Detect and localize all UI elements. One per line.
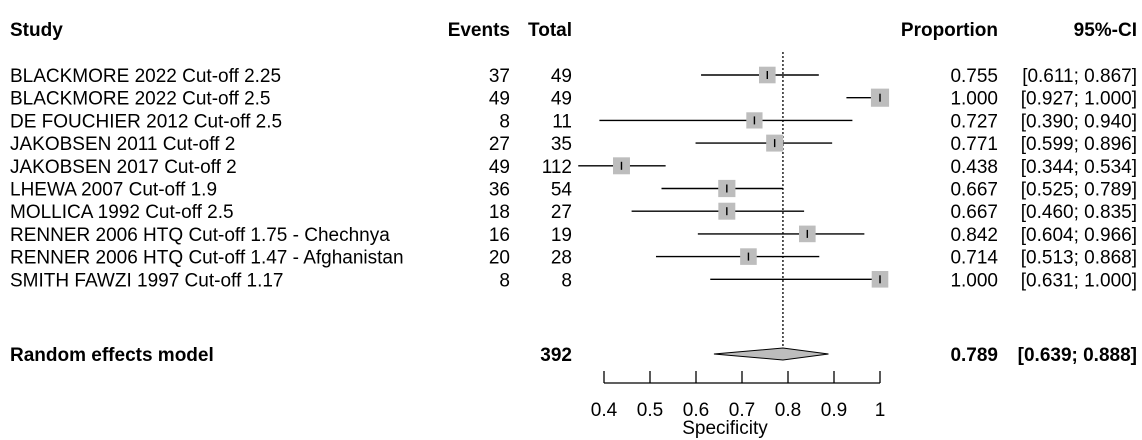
study-total: 27: [551, 202, 572, 223]
study-ci: [0.604; 0.966]: [1021, 225, 1137, 246]
study-name: JAKOBSEN 2011 Cut-off 2: [10, 134, 235, 155]
plot-marks: [578, 66, 890, 361]
study-events: 27: [489, 134, 510, 155]
study-total: 35: [551, 134, 572, 155]
study-ci: [0.611; 0.867]: [1022, 66, 1137, 87]
header-study: Study: [10, 20, 63, 41]
header-proportion: Proportion: [901, 20, 998, 41]
study-ci: [0.525; 0.789]: [1021, 180, 1137, 201]
summary-total: 392: [540, 345, 572, 366]
study-events: 49: [489, 157, 510, 178]
study-ci: [0.460; 0.835]: [1021, 202, 1137, 223]
study-ci: [0.513; 0.868]: [1021, 248, 1137, 269]
study-events: 8: [499, 111, 510, 132]
study-total: 49: [551, 66, 572, 87]
study-total: 19: [551, 225, 572, 246]
x-tick-label: 0.9: [821, 400, 847, 421]
x-tick-label: 1: [875, 400, 886, 421]
study-proportion: 0.667: [950, 202, 998, 223]
study-events: 16: [489, 225, 510, 246]
study-ci: [0.927; 1.000]: [1021, 89, 1137, 110]
study-proportion: 1.000: [950, 270, 998, 291]
x-tick-label: 0.5: [637, 400, 663, 421]
study-events: 37: [489, 66, 510, 87]
x-tick-label: 0.6: [683, 400, 709, 421]
x-tick-label: 0.8: [775, 400, 801, 421]
study-events: 49: [489, 89, 510, 110]
study-name: MOLLICA 1992 Cut-off 2.5: [10, 202, 234, 223]
study-total: 28: [551, 248, 572, 269]
study-events: 8: [499, 270, 510, 291]
study-name: BLACKMORE 2022 Cut-off 2.5: [10, 89, 271, 110]
study-events: 20: [489, 248, 510, 269]
study-proportion: 0.438: [950, 157, 998, 178]
study-name: RENNER 2006 HTQ Cut-off 1.47 - Afghanist…: [10, 248, 404, 269]
x-tick-label: 0.7: [729, 400, 755, 421]
study-total: 11: [552, 111, 572, 132]
study-ci: [0.599; 0.896]: [1021, 134, 1137, 155]
x-axis: 0.4 0.5 0.6 0.7 0.8 0.9 1: [591, 371, 886, 421]
summary-ci: [0.639; 0.888]: [1018, 345, 1137, 366]
study-ci: [0.344; 0.534]: [1021, 157, 1137, 178]
study-total: 8: [561, 270, 572, 291]
study-name: LHEWA 2007 Cut-off 1.9: [10, 180, 217, 201]
header-events: Events: [448, 20, 510, 41]
study-name: BLACKMORE 2022 Cut-off 2.25: [10, 66, 281, 87]
x-tick-label: 0.4: [591, 400, 618, 421]
header-total: Total: [528, 20, 572, 41]
study-proportion: 0.771: [950, 134, 998, 155]
study-events: 36: [489, 180, 510, 201]
study-ci: [0.390; 0.940]: [1021, 111, 1137, 132]
study-name: SMITH FAWZI 1997 Cut-off 1.17: [10, 270, 284, 291]
study-proportion: 0.727: [950, 111, 998, 132]
study-proportion: 1.000: [950, 89, 998, 110]
study-name: JAKOBSEN 2017 Cut-off 2: [10, 157, 237, 178]
pooled-diamond: [713, 347, 829, 361]
header-ci: 95%-CI: [1074, 20, 1137, 41]
study-name: DE FOUCHIER 2012 Cut-off 2.5: [10, 111, 282, 132]
study-events: 18: [489, 202, 510, 223]
study-ci: [0.631; 1.000]: [1021, 270, 1137, 291]
x-axis-label: Specificity: [682, 418, 768, 439]
study-proportion: 0.842: [950, 225, 998, 246]
study-proportion: 0.714: [950, 248, 998, 269]
study-name: RENNER 2006 HTQ Cut-off 1.75 - Chechnya: [10, 225, 390, 246]
study-total: 54: [551, 180, 573, 201]
study-proportion: 0.755: [950, 66, 998, 87]
study-total: 49: [551, 89, 572, 110]
summary-label: Random effects model: [10, 345, 214, 366]
study-proportion: 0.667: [950, 180, 998, 201]
study-rows: BLACKMORE 2022 Cut-off 2.25 37 49 0.755 [0.6…: [10, 66, 1137, 291]
summary-proportion: 0.789: [950, 345, 998, 366]
study-total: 112: [542, 157, 572, 178]
